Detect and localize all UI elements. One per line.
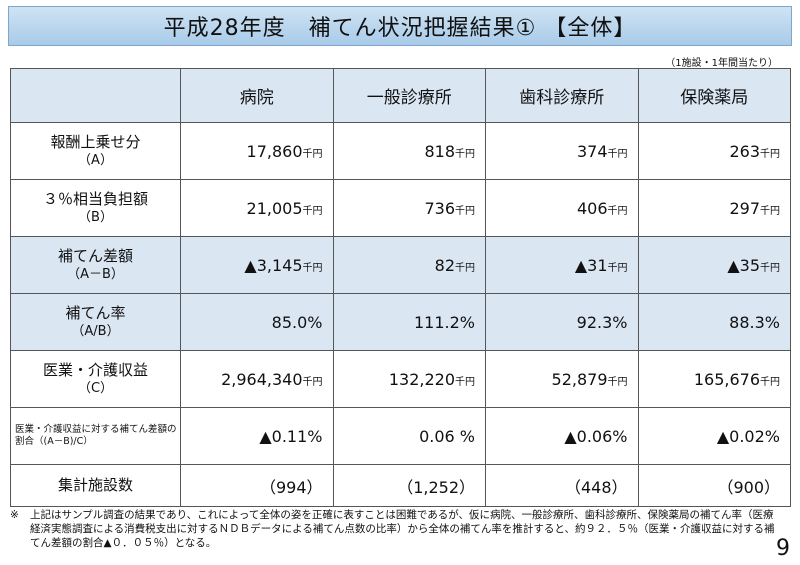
table-cell: 2,964,340千円 <box>180 350 334 408</box>
table-cell: ▲0.02% <box>637 407 791 465</box>
table-cell: 82千円 <box>332 236 486 294</box>
table-cell: 88.3% <box>637 293 791 351</box>
row-label: 医業・介護収益に対する補てん差額の 割合（(A－B)/C） <box>10 407 181 465</box>
header-hospital: 病院 <box>180 68 334 123</box>
table-cell: 85.0% <box>180 293 334 351</box>
table-cell: 406千円 <box>485 179 639 237</box>
row-rate: 補てん率 （A/B） 85.0% 111.2% 92.3% 88.3% <box>10 293 791 351</box>
table-cell: （900） <box>637 464 791 507</box>
table-cell: ▲0.11% <box>180 407 334 465</box>
row-facility-count: 集計施設数 （994） （1,252） （448） （900） <box>10 464 791 507</box>
row-burden: ３％相当負担額 （B） 21,005千円 736千円 406千円 297千円 <box>10 179 791 237</box>
table-cell: ▲0.06% <box>485 407 639 465</box>
header-dental: 歯科診療所 <box>485 68 639 123</box>
table-cell: ▲31千円 <box>485 236 639 294</box>
table-cell: 92.3% <box>485 293 639 351</box>
row-difference: 補てん差額 （A－B） ▲3,145千円 82千円 ▲31千円 ▲35千円 <box>10 236 791 294</box>
table-cell: 52,879千円 <box>485 350 639 408</box>
table-cell: 736千円 <box>332 179 486 237</box>
table-cell: 111.2% <box>332 293 486 351</box>
results-table: 病院 一般診療所 歯科診療所 保険薬局 報酬上乗せ分 （A） 17,860千円 8… <box>10 68 791 507</box>
table-cell: 0.06 % <box>332 407 486 465</box>
table-cell: 297千円 <box>637 179 791 237</box>
table-cell: （448） <box>485 464 639 507</box>
footnote-mark: ※ <box>10 509 19 521</box>
table-cell: 17,860千円 <box>180 122 334 180</box>
page-title: 平成28年度 補てん状況把握結果① 【全体】 <box>8 6 792 46</box>
row-label: 補てん差額 （A－B） <box>10 236 181 294</box>
row-label: 補てん率 （A/B） <box>10 293 181 351</box>
table-cell: 132,220千円 <box>332 350 486 408</box>
table-cell: 21,005千円 <box>180 179 334 237</box>
unit-note: （1施設・1年間当たり） <box>665 58 778 69</box>
row-label: 医業・介護収益 （C） <box>10 350 181 408</box>
header-clinic: 一般診療所 <box>332 68 486 123</box>
table-cell: 263千円 <box>637 122 791 180</box>
header-pharmacy: 保険薬局 <box>637 68 791 123</box>
row-label: 集計施設数 <box>10 464 181 507</box>
row-ratio: 医業・介護収益に対する補てん差額の 割合（(A－B)/C） ▲0.11% 0.06… <box>10 407 791 465</box>
footnote-text: 上記はサンプル調査の結果であり、これによって全体の姿を正確に表すことは困難である… <box>30 509 775 550</box>
page-number: 9 <box>776 536 790 561</box>
row-remuneration: 報酬上乗せ分 （A） 17,860千円 818千円 374千円 263千円 <box>10 122 791 180</box>
row-label: 報酬上乗せ分 （A） <box>10 122 181 180</box>
table-cell: ▲3,145千円 <box>180 236 334 294</box>
footnote: ※ 上記はサンプル調査の結果であり、これによって全体の姿を正確に表すことは困難で… <box>10 508 780 551</box>
table-cell: ▲35千円 <box>637 236 791 294</box>
header-corner <box>10 68 181 123</box>
table-cell: 818千円 <box>332 122 486 180</box>
row-revenue: 医業・介護収益 （C） 2,964,340千円 132,220千円 52,879千… <box>10 350 791 408</box>
table-cell: 165,676千円 <box>637 350 791 408</box>
table-cell: 374千円 <box>485 122 639 180</box>
table-header-row: 病院 一般診療所 歯科診療所 保険薬局 <box>10 68 791 123</box>
table-cell: （1,252） <box>332 464 486 507</box>
table-cell: （994） <box>180 464 334 507</box>
row-label: ３％相当負担額 （B） <box>10 179 181 237</box>
